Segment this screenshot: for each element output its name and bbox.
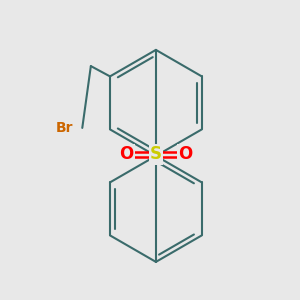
Text: S: S xyxy=(150,146,162,164)
Text: O: O xyxy=(119,146,134,164)
Text: Br: Br xyxy=(56,121,74,135)
Text: O: O xyxy=(178,146,193,164)
